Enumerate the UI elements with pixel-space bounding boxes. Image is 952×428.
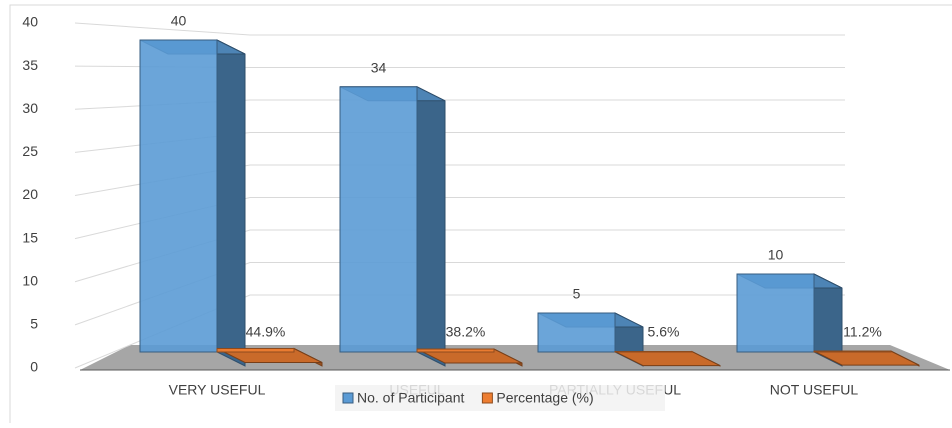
y-tick-label: 0 [30,359,38,375]
data-label: 38.2% [446,324,486,340]
bar-front [737,274,814,352]
y-tick-label: 20 [22,186,38,202]
data-label: 11.2% [843,324,882,340]
bar-front [814,351,891,352]
legend-swatch [482,393,492,403]
bar-front [140,40,217,352]
bar [140,40,245,366]
bar-side [217,40,245,366]
y-tick-label: 35 [22,57,38,73]
x-tick-label: VERY USEFUL [169,382,266,398]
y-tick-label: 5 [30,316,38,332]
data-label: 40 [171,13,187,29]
bar-front [417,349,494,352]
y-tick-label: 30 [22,100,38,116]
data-label: 5 [573,286,581,302]
x-tick-label: NOT USEFUL [770,382,859,398]
y-tick-label: 10 [22,272,38,288]
y-tick-label: 40 [22,14,38,30]
legend-swatch [343,393,353,403]
bar-front [340,87,417,352]
y-tick-label: 15 [22,229,38,245]
legend-label: No. of Participant [357,390,464,406]
bar-side [417,87,445,366]
bar-front [217,348,294,352]
legend-label: Percentage (%) [496,390,593,406]
data-label: 34 [371,60,387,76]
data-label: 5.6% [648,324,680,340]
bar [340,87,445,366]
y-tick-label: 25 [22,143,38,159]
bar-front [538,313,615,352]
data-label: 44.9% [246,324,286,340]
legend: No. of Participant Percentage (%) [335,385,665,411]
data-label: 10 [768,247,784,263]
